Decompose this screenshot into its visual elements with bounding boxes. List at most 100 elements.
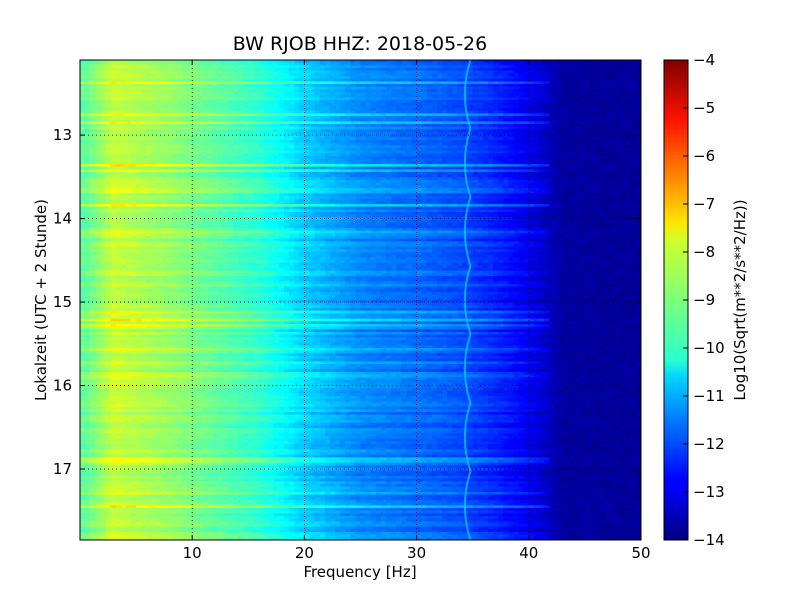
heatmap-cell xyxy=(182,84,188,88)
heatmap-cell xyxy=(182,97,188,101)
heatmap-cell xyxy=(457,124,464,128)
heatmap-cell xyxy=(263,89,270,93)
heatmap-cell xyxy=(615,156,622,160)
heatmap-cell xyxy=(549,164,555,168)
heatmap-cell xyxy=(431,177,438,181)
heatmap-cell xyxy=(477,134,484,138)
heatmap-cell xyxy=(625,164,632,168)
heatmap-cell xyxy=(544,142,550,146)
heatmap-cell xyxy=(574,145,581,149)
heatmap-cell xyxy=(151,86,158,90)
heatmap-cell xyxy=(243,118,249,122)
heatmap-cell xyxy=(151,177,158,181)
heatmap-cell xyxy=(217,110,224,114)
heatmap-cell xyxy=(268,166,275,170)
heatmap-cell xyxy=(411,65,418,69)
heatmap-cell xyxy=(80,118,86,122)
heatmap-cell xyxy=(248,116,254,120)
heatmap-cell xyxy=(528,134,535,138)
heatmap-cell xyxy=(554,177,560,181)
heatmap-cell xyxy=(574,156,581,160)
heatmap-cell xyxy=(416,73,423,77)
heatmap-cell xyxy=(462,132,469,136)
heatmap-cell xyxy=(115,68,122,72)
heatmap-cell xyxy=(615,164,622,168)
heatmap-cell xyxy=(355,70,362,74)
heatmap-cell xyxy=(508,164,515,168)
heatmap-cell xyxy=(615,142,622,146)
heatmap-cell xyxy=(273,126,280,130)
heatmap-cell xyxy=(564,150,571,154)
heatmap-cell xyxy=(569,84,576,88)
heatmap-cell xyxy=(574,142,581,146)
heatmap-cell xyxy=(136,92,142,96)
heatmap-cell xyxy=(431,161,438,165)
heatmap-cell xyxy=(447,140,453,144)
heatmap-cell xyxy=(268,180,275,184)
heatmap-cell xyxy=(549,68,555,72)
heatmap-cell xyxy=(120,76,127,80)
heatmap-cell xyxy=(360,113,367,117)
heatmap-cell xyxy=(115,84,122,88)
heatmap-cell xyxy=(595,156,601,160)
heatmap-cell xyxy=(345,102,351,106)
heatmap-cell xyxy=(579,142,586,146)
heatmap-cell xyxy=(304,100,311,104)
heatmap-cell xyxy=(202,156,209,160)
heatmap-cell xyxy=(95,92,101,96)
heatmap-cell xyxy=(176,108,183,112)
heatmap-cell xyxy=(523,126,530,130)
heatmap-cell xyxy=(299,132,305,136)
heatmap-cell xyxy=(533,65,540,69)
heatmap-cell xyxy=(329,113,336,117)
heatmap-cell xyxy=(503,89,509,93)
heatmap-cell xyxy=(569,142,576,146)
heatmap-cell xyxy=(539,121,545,125)
heatmap-cell xyxy=(554,108,560,112)
heatmap-cell xyxy=(227,76,234,80)
heatmap-cell xyxy=(406,164,413,168)
heatmap-cell xyxy=(329,177,336,181)
heatmap-cell xyxy=(161,78,168,82)
heatmap-cell xyxy=(304,156,311,160)
heatmap-cell xyxy=(340,126,346,130)
heatmap-cell xyxy=(457,129,464,133)
heatmap-cell xyxy=(166,76,173,80)
heatmap-cell xyxy=(146,84,152,88)
heatmap-cell xyxy=(396,113,402,117)
heatmap-cell xyxy=(289,116,295,120)
heatmap-cell xyxy=(539,164,545,168)
heatmap-cell xyxy=(472,177,479,181)
heatmap-cell xyxy=(370,116,377,120)
heatmap-cell xyxy=(493,110,499,114)
heatmap-cell xyxy=(171,81,178,85)
heatmap-cell xyxy=(263,105,270,109)
heatmap-cell xyxy=(437,164,443,168)
heatmap-cell xyxy=(284,78,290,82)
heatmap-cell xyxy=(335,89,341,93)
heatmap-cell xyxy=(289,148,295,152)
heatmap-cell xyxy=(467,113,474,117)
heatmap-cell xyxy=(324,86,331,90)
heatmap-cell xyxy=(146,137,152,141)
heatmap-cell xyxy=(544,137,550,141)
heatmap-cell xyxy=(406,137,413,141)
heatmap-cell xyxy=(217,156,224,160)
heatmap-cell xyxy=(176,65,183,69)
heatmap-cell xyxy=(457,177,464,181)
heatmap-cell xyxy=(457,142,464,146)
heatmap-cell xyxy=(319,118,326,122)
heatmap-cell xyxy=(605,60,611,64)
heatmap-cell xyxy=(166,105,173,109)
heatmap-cell xyxy=(80,89,86,93)
heatmap-cell xyxy=(299,108,305,112)
heatmap-cell xyxy=(605,132,611,136)
heatmap-cell xyxy=(416,105,423,109)
heatmap-cell xyxy=(447,172,453,176)
heatmap-cell xyxy=(289,100,295,104)
heatmap-cell xyxy=(80,166,86,170)
heatmap-cell xyxy=(452,73,458,77)
heatmap-cell xyxy=(161,121,168,125)
heatmap-cell xyxy=(437,142,443,146)
heatmap-cell xyxy=(401,89,407,93)
